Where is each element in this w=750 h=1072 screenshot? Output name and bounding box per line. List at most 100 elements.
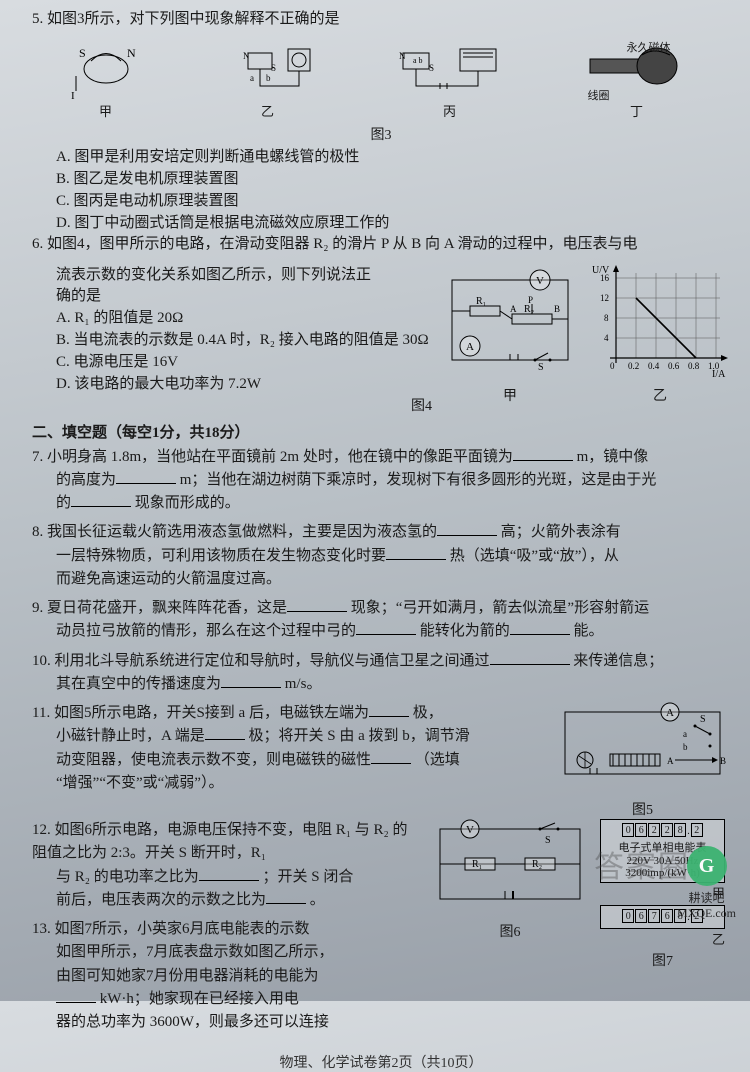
meter-yi-label: 乙	[600, 929, 725, 948]
figure-3-row: SN I 甲 N S a b 乙 N S a b 丙	[32, 37, 730, 120]
svg-text:S: S	[79, 46, 86, 60]
svg-text:B: B	[554, 304, 560, 314]
svg-text:a b: a b	[413, 56, 423, 65]
fig4-yi-label: 乙	[590, 385, 730, 405]
svg-text:N: N	[399, 51, 406, 61]
q7-p5: 的	[56, 495, 71, 511]
q7-blank-2[interactable]	[116, 469, 176, 484]
q9-blank-1[interactable]	[287, 597, 347, 612]
q10-blank-2[interactable]	[221, 673, 281, 688]
q5-opt-a: A. 图甲是利用安培定则判断通电螺线管的极性	[32, 145, 730, 166]
q12-p4: 前后，电压表两次的示数之比为	[56, 892, 266, 908]
q11-number: 11.	[32, 705, 50, 721]
fig3-jia-label: 甲	[61, 101, 151, 120]
circuit-diagram-icon: V A R₁ R₂ AB P S	[440, 268, 580, 378]
figure-6: V S R₁ R₂ 图6	[430, 819, 590, 941]
svg-text:V: V	[536, 275, 544, 287]
q7-blank-3[interactable]	[71, 492, 131, 507]
q11-p4: 极；将开关 S 由 a 拨到 b，调节滑	[249, 728, 470, 744]
q13-p1: 如图7所示，小英家6月底电能表的示数	[55, 921, 310, 937]
q6-stem-l1: 如图4，图甲所示的电路，在滑动变阻器 R₂ 的滑片 P 从 B 向 A 滑动的过…	[47, 236, 638, 252]
q11-blank-2[interactable]	[205, 725, 245, 740]
section-2-title: 二、填空题（每空1分，共18分）	[32, 421, 730, 442]
q11-p3: 小磁针静止时，A 端是	[56, 728, 205, 744]
figure-5: A S ab A B 图5	[555, 702, 730, 819]
fig4-jia-label: 甲	[440, 385, 580, 405]
svg-text:B: B	[720, 756, 726, 766]
figure-3-label: 图3	[32, 124, 730, 144]
svg-text:b: b	[266, 73, 271, 83]
q9-number: 9.	[32, 600, 43, 616]
q7-p4: m；当他在湖边树荫下乘凉时，发现树下有很多圆形的光斑，这是由于光	[180, 472, 657, 488]
q12-blank-2[interactable]	[266, 889, 306, 904]
svg-text:a: a	[250, 73, 254, 83]
q10-blank-1[interactable]	[490, 650, 570, 665]
svg-text:S: S	[429, 63, 434, 73]
q9-p2: 现象；“弓开如满月，箭去似流星”形容射箭运	[351, 600, 649, 616]
svg-text:A: A	[510, 304, 517, 314]
figure-7-label: 图7	[600, 950, 725, 970]
q9-p3: 动员拉弓放箭的情形，那么在这个过程中弓的	[56, 623, 356, 639]
fig3-jia: SN I 甲	[61, 41, 151, 120]
electromagnet-circuit-icon: A S ab A B	[555, 702, 730, 792]
q7-blank-1[interactable]	[513, 446, 573, 461]
svg-text:b: b	[683, 742, 688, 752]
svg-text:0.6: 0.6	[668, 361, 680, 371]
q13-number: 13.	[32, 921, 51, 937]
q7-p6: 现象而形成的。	[135, 495, 240, 511]
q11-p6: （选填	[415, 752, 460, 768]
fig4-chart: U/V 1612 84 0.20.4 0.60.8 1.0I/A 0 乙	[590, 263, 730, 405]
figure-4: V A R₁ R₂ AB P S 甲	[440, 263, 730, 405]
q8-p2: 高；火箭外表涂有	[501, 524, 621, 540]
q7-p2: m，镜中像	[577, 449, 649, 465]
q8-p4: 热（选填“吸”或“放”），从	[450, 548, 619, 564]
svg-text:S: S	[700, 714, 706, 725]
q12-p1: 如图6所示电路，电源电压保持不变，电阻 R₁ 与 R₂ 的阻值之比为 2:3。开…	[32, 822, 407, 861]
watermark-url: MXQE.com	[677, 906, 736, 921]
q10-number: 10.	[32, 653, 51, 669]
q11-blank-1[interactable]	[369, 702, 409, 717]
question-10: 10. 利用北斗导航系统进行定位和导航时，导航仪与通信卫星之间通过 来传递信息；…	[32, 650, 730, 697]
svg-text:N: N	[243, 51, 250, 61]
fig3-bing-label: 丙	[385, 101, 515, 120]
svg-text:P: P	[528, 295, 533, 305]
q13-p5: 器的总功率为 3600W，则最多还可以连接	[56, 1014, 329, 1030]
page-footer: 物理、化学试卷第2页（共10页）	[32, 1052, 730, 1072]
watermark-icon: G	[687, 846, 727, 886]
watermark-name: 耕读吧	[688, 889, 724, 906]
svg-text:4: 4	[604, 333, 609, 343]
q12-blank-1[interactable]	[199, 866, 259, 881]
svg-text:12: 12	[600, 293, 609, 303]
figure-5-label: 图5	[555, 799, 730, 819]
fig3-bing: N S a b 丙	[385, 41, 515, 120]
q6-number: 6.	[32, 236, 43, 252]
q9-blank-2[interactable]	[356, 620, 416, 635]
q8-blank-1[interactable]	[437, 521, 497, 536]
svg-text:S: S	[545, 835, 551, 846]
q12-p5: 。	[310, 892, 325, 908]
fig3-yi-label: 乙	[208, 101, 328, 120]
coil-label: 线圈	[534, 87, 664, 103]
q8-p3: 一层特殊物质，可利用该物质在发生物态变化时要	[56, 548, 386, 564]
q11-p5: 动变阻器，使电流表示数不变，则电磁铁的磁性	[56, 752, 371, 768]
q9-p4: 能转化为箭的	[420, 623, 510, 639]
svg-text:A: A	[666, 707, 674, 719]
svg-text:a: a	[683, 729, 687, 739]
q10-p2: 来传递信息；	[573, 653, 663, 669]
magnet-label: 永久磁体	[624, 39, 674, 55]
svg-text:R₁: R₁	[476, 296, 486, 307]
q5-stem: 如图3所示，对下列图中现象解释不正确的是	[47, 11, 340, 27]
hand-coil-icon: SN I	[61, 41, 151, 101]
fig3-yi: NS ab 乙	[208, 41, 328, 120]
q9-blank-3[interactable]	[510, 620, 570, 635]
fig4-circuit: V A R₁ R₂ AB P S 甲	[440, 268, 580, 405]
q8-number: 8.	[32, 524, 43, 540]
q8-blank-2[interactable]	[386, 545, 446, 560]
q11-p7: “增强”“不变”或“减弱”）。	[56, 775, 223, 791]
q11-blank-3[interactable]	[371, 749, 411, 764]
q10-p1: 利用北斗导航系统进行定位和导航时，导航仪与通信卫星之间通过	[55, 653, 490, 669]
svg-text:R₂: R₂	[532, 859, 542, 870]
fig3-ding: 永久磁体 线圈 丁	[572, 37, 702, 120]
q13-p4: kW·h；她家现在已经接入用电	[100, 991, 299, 1007]
q10-p3: 其在真空中的传播速度为	[56, 676, 221, 692]
